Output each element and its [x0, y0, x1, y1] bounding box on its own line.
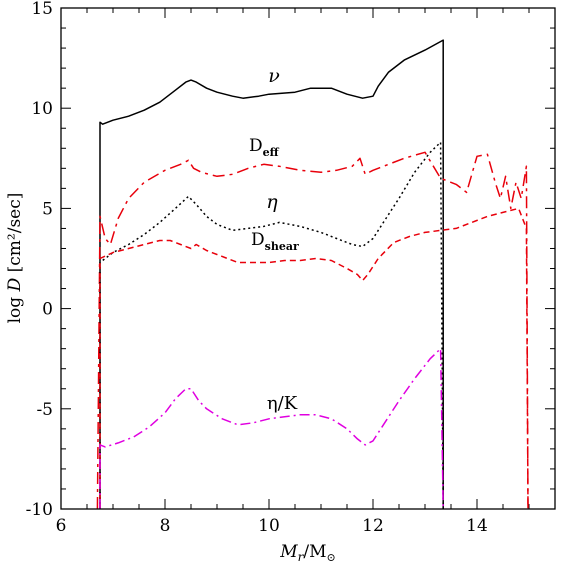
y-tick-label: 10: [31, 99, 53, 119]
x-tick-label: 8: [160, 516, 171, 536]
x-axis-label-main: M: [279, 542, 298, 562]
series-layer: [96, 39, 529, 510]
y-tick-label: 0: [42, 300, 53, 320]
y-axis-label-var: D: [5, 277, 25, 292]
y-axis-label-prefix: log: [5, 291, 25, 323]
dshear-curve-label: Dshear: [251, 230, 299, 253]
x-axis-label: Mr/M⊙: [279, 542, 336, 564]
y-tick-label: 15: [31, 0, 53, 19]
series-line-eta: [99, 141, 444, 510]
deff-label-sub: eff: [263, 146, 280, 159]
series-line-etak: [99, 347, 444, 510]
y-tick-label: -5: [36, 400, 53, 420]
series-line-nu: [99, 39, 444, 509]
etak-curve-label: η/K: [267, 393, 298, 414]
dshear-label-sub: shear: [265, 240, 299, 253]
x-tick-label: 10: [258, 516, 280, 536]
series-line-deff: [96, 151, 529, 510]
deff-curve-label: Deff: [249, 136, 280, 159]
y-axis-label-units: [cm²/sec]: [5, 193, 25, 278]
y-tick-label: -10: [26, 500, 53, 520]
y-axis-label: log D [cm²/sec]: [5, 193, 25, 324]
x-axis-label-mid: /M: [303, 542, 326, 562]
x-tick-label: 14: [466, 516, 488, 536]
dshear-label-main: D: [251, 230, 265, 250]
x-axis-label-sub: r: [298, 550, 305, 564]
x-tick-label: 6: [56, 516, 67, 536]
nu-curve-label: ν: [268, 65, 280, 87]
series-line-dshear: [99, 207, 529, 510]
x-tick-label: 12: [362, 516, 384, 536]
y-tick-label: 5: [42, 199, 53, 219]
x-axis-label-sun: ⊙: [327, 551, 336, 564]
axis-ticks: 6 8 10 12 14 -10 -5 0 5 10 15: [26, 0, 556, 536]
deff-label-main: D: [249, 136, 263, 156]
plot-frame: [60, 7, 556, 510]
eta-curve-label: η: [266, 191, 278, 213]
